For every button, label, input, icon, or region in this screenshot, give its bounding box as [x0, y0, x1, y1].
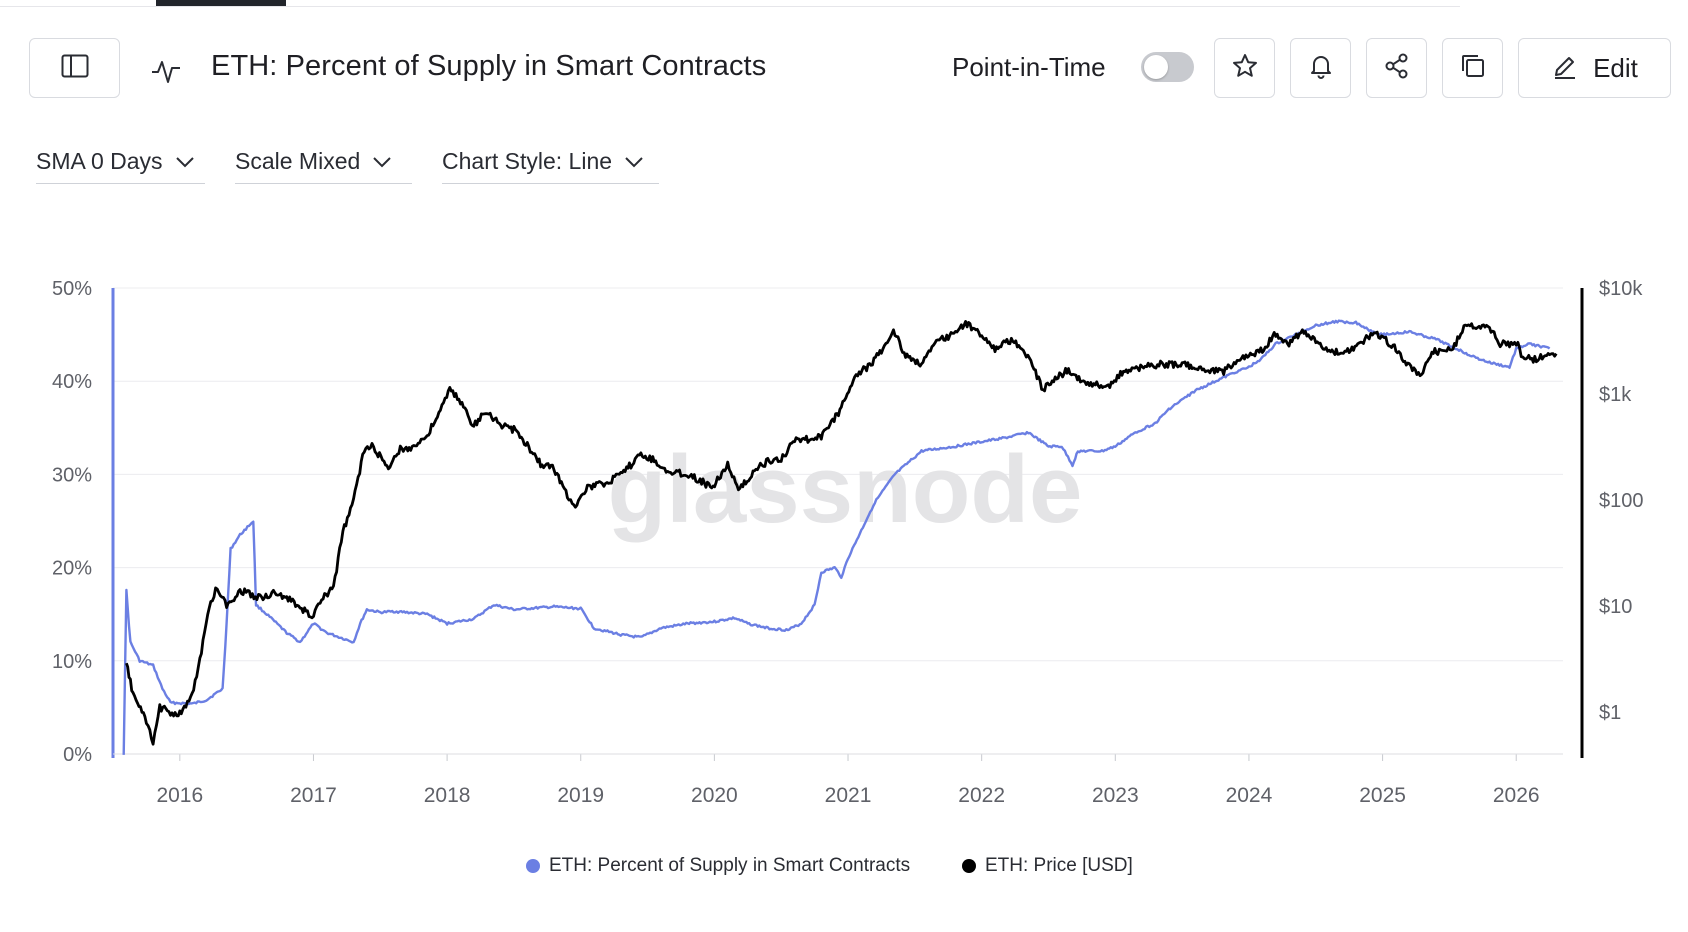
point-in-time-label: Point-in-Time — [952, 52, 1106, 82]
x-tick-label: 2018 — [424, 784, 471, 807]
pencil-icon — [1551, 52, 1579, 85]
chart-style-dropdown[interactable]: Chart Style: Line — [442, 146, 659, 184]
share-icon — [1383, 52, 1411, 85]
star-icon — [1231, 52, 1259, 85]
sma-dropdown[interactable]: SMA 0 Days — [36, 146, 205, 184]
chevron-down-icon — [175, 156, 194, 167]
watermark-text: glassnode — [608, 436, 1083, 543]
y-tick-label-right: $10 — [1599, 596, 1632, 618]
tab-bar-underline — [0, 0, 1460, 7]
y-tick-label-left: 30% — [52, 464, 92, 486]
y-tick-label-left: 40% — [52, 371, 92, 393]
sma-value: SMA 0 Days — [36, 148, 163, 174]
pulse-icon — [150, 54, 182, 86]
sidebar-toggle-icon — [61, 54, 89, 83]
copy-icon — [1459, 52, 1487, 85]
chevron-down-icon — [373, 156, 391, 167]
legend-dot-supply — [526, 859, 540, 873]
alert-button[interactable] — [1290, 38, 1351, 98]
point-in-time-toggle[interactable] — [1141, 52, 1194, 82]
x-tick-label: 2016 — [156, 784, 203, 807]
series-line-supply — [122, 319, 1551, 755]
x-tick-label: 2017 — [290, 784, 337, 807]
chart-header: ETH: Percent of Supply in Smart Contract… — [0, 38, 1688, 102]
scale-dropdown[interactable]: Scale Mixed — [235, 146, 412, 184]
duplicate-button[interactable] — [1442, 38, 1503, 98]
y-tick-label-left: 0% — [63, 744, 92, 766]
x-tick-label: 2019 — [557, 784, 604, 807]
legend-label-price: ETH: Price [USD] — [985, 855, 1133, 876]
page-title: ETH: Percent of Supply in Smart Contract… — [211, 50, 767, 82]
legend-item-supply[interactable]: ETH: Percent of Supply in Smart Contract… — [526, 855, 910, 877]
legend-item-price[interactable]: ETH: Price [USD] — [962, 855, 1133, 877]
share-button[interactable] — [1366, 38, 1427, 98]
edit-label: Edit — [1593, 52, 1638, 83]
chart-style-value: Chart Style: Line — [442, 148, 613, 174]
x-tick-label: 2025 — [1359, 784, 1406, 807]
scale-value: Scale Mixed — [235, 148, 361, 174]
sidebar-toggle-button[interactable] — [29, 38, 120, 98]
x-tick-label: 2023 — [1092, 784, 1139, 807]
x-tick-label: 2022 — [958, 784, 1005, 807]
x-tick-label: 2026 — [1493, 784, 1540, 807]
y-tick-label-right: $10k — [1599, 278, 1643, 300]
series-line-price — [125, 320, 1558, 746]
chevron-down-icon — [625, 156, 643, 167]
chart-canvas: 0% 10% 20% 30% 40% 50% $1 $10 $100 $1k $10k 2016 201… — [52, 278, 1644, 807]
active-tab-indicator — [156, 0, 286, 6]
bell-icon — [1307, 52, 1335, 85]
y-tick-label-left: 20% — [52, 558, 92, 580]
favorite-button[interactable] — [1214, 38, 1275, 98]
y-tick-label-right: $100 — [1599, 490, 1644, 512]
y-tick-label-left: 50% — [52, 278, 92, 300]
x-tick-label: 2020 — [691, 784, 738, 807]
x-tick-label: 2021 — [825, 784, 872, 807]
chart-legend: ETH: Percent of Supply in Smart Contract… — [0, 855, 1688, 883]
y-tick-label-left: 10% — [52, 651, 92, 673]
y-tick-label-right: $1 — [1599, 702, 1621, 724]
edit-button[interactable]: Edit — [1518, 38, 1671, 98]
x-tick-label: 2024 — [1226, 784, 1273, 807]
y-tick-label-right: $1k — [1599, 384, 1632, 406]
toggle-knob — [1144, 55, 1168, 79]
legend-dot-price — [962, 859, 976, 873]
legend-label-supply: ETH: Percent of Supply in Smart Contract… — [549, 855, 911, 876]
